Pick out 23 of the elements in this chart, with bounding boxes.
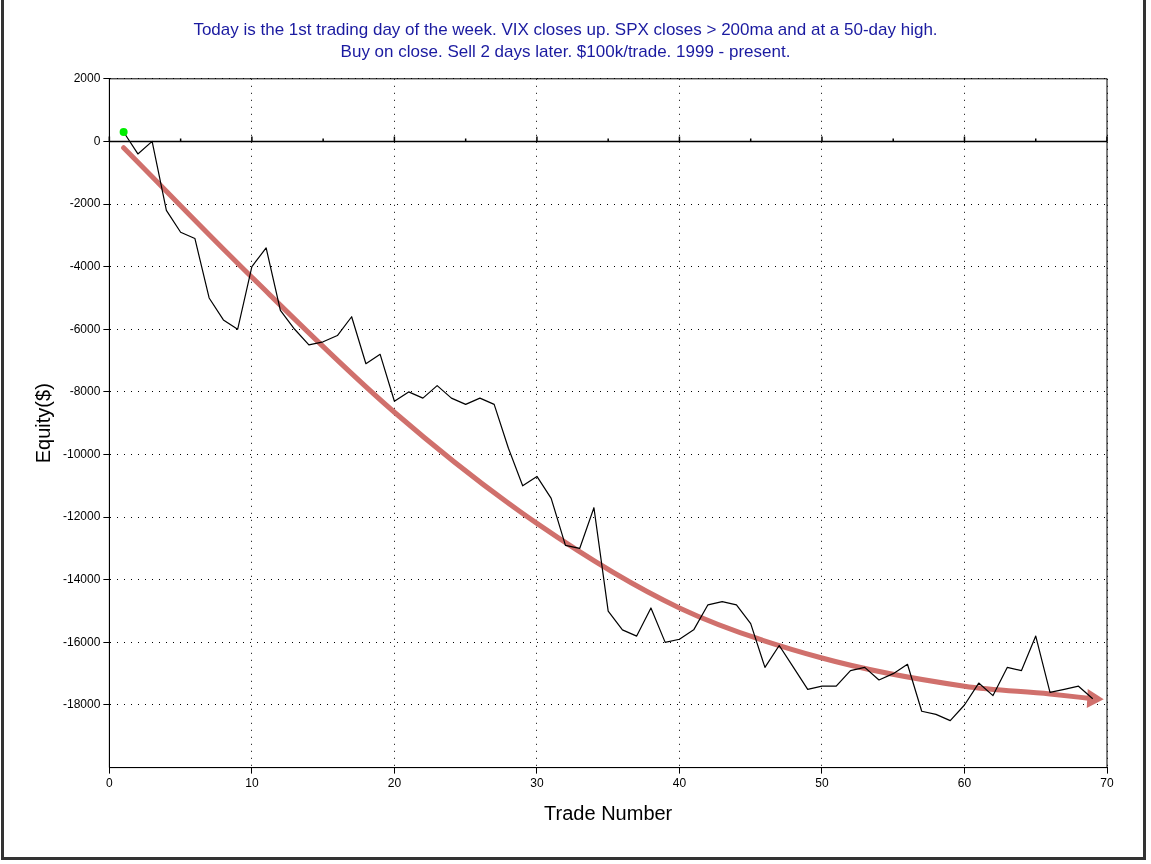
y-tick-label: -14000 — [62, 572, 101, 587]
y-tick-label: -6000 — [69, 321, 101, 336]
y-tick-label: -18000 — [62, 697, 101, 712]
y-tick-label: -16000 — [62, 634, 101, 649]
x-tick-label: 30 — [530, 776, 544, 791]
x-tick-label: 70 — [1100, 776, 1114, 791]
y-tick-label: 2000 — [73, 71, 101, 86]
y-tick-label: -10000 — [62, 446, 101, 461]
x-axis-title: Trade Number — [544, 801, 673, 824]
x-tick-label: 60 — [957, 776, 972, 791]
y-axis-title: Equity($) — [31, 383, 54, 464]
x-tick-label: 20 — [387, 776, 402, 791]
chart-subtitle: Buy on close. Sell 2 days later. $100k/trade. 1999 - present. — [340, 42, 791, 62]
chart-title: Today is the 1st trading day of the week. VIX closes up. SPX closes > 200ma and at a 50-day high. — [193, 19, 938, 39]
x-tick-label: 0 — [106, 776, 114, 791]
y-tick-label: -2000 — [69, 196, 101, 211]
y-tick-label: 0 — [93, 133, 101, 148]
y-tick-label: -4000 — [69, 258, 101, 273]
y-tick-label: -8000 — [69, 384, 101, 399]
x-tick-label: 40 — [672, 776, 687, 791]
x-tick-label: 10 — [245, 776, 259, 791]
y-tick-label: -12000 — [62, 509, 101, 524]
x-tick-label: 50 — [815, 776, 829, 791]
